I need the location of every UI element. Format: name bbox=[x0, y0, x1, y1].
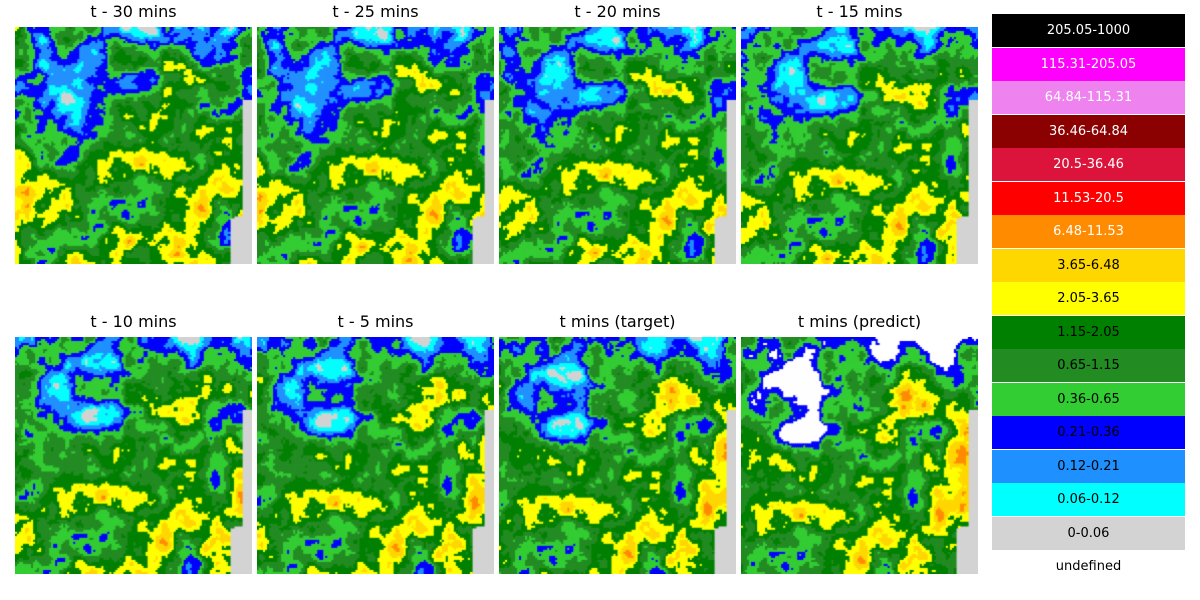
legend-item: 0.36-0.65 bbox=[992, 382, 1185, 416]
legend-item: 0.12-0.21 bbox=[992, 449, 1185, 483]
panel-title: t - 20 mins bbox=[574, 2, 661, 21]
panel-title: t - 10 mins bbox=[90, 312, 177, 331]
panel-title: t mins (target) bbox=[559, 312, 676, 331]
radar-panel: t - 15 mins bbox=[741, 0, 978, 264]
radar-map bbox=[499, 27, 736, 264]
radar-panel: t - 30 mins bbox=[15, 0, 252, 264]
legend-item: 6.48-11.53 bbox=[992, 215, 1185, 248]
legend-item: 0-0.06 bbox=[992, 516, 1185, 550]
radar-map bbox=[257, 27, 494, 264]
legend-undefined: undefined bbox=[1055, 559, 1122, 574]
radar-map bbox=[257, 337, 494, 574]
legend-item: 36.46-64.84 bbox=[992, 114, 1185, 148]
radar-panel: t - 25 mins bbox=[257, 0, 494, 264]
radar-panel: t - 20 mins bbox=[499, 0, 736, 264]
radar-panel: t - 5 mins bbox=[257, 310, 494, 574]
panel-title: t - 5 mins bbox=[337, 312, 414, 331]
panel-title: t - 30 mins bbox=[90, 2, 177, 21]
legend-item: 115.31-205.05 bbox=[992, 47, 1185, 81]
legend-item: 0.65-1.15 bbox=[992, 349, 1185, 382]
legend-item: 11.53-20.5 bbox=[992, 181, 1185, 215]
radar-map bbox=[15, 27, 252, 264]
legend-item: 0.21-0.36 bbox=[992, 416, 1185, 449]
radar-map bbox=[15, 337, 252, 574]
legend-item: 64.84-115.31 bbox=[992, 81, 1185, 114]
radar-panel: t - 10 mins bbox=[15, 310, 252, 574]
panel-title: t - 25 mins bbox=[332, 2, 419, 21]
legend-item: 1.15-2.05 bbox=[992, 315, 1185, 349]
radar-panel: t mins (predict) bbox=[741, 310, 978, 574]
radar-panel: t mins (target) bbox=[499, 310, 736, 574]
legend-item: 2.05-3.65 bbox=[992, 282, 1185, 315]
legend-item: 0.06-0.12 bbox=[992, 483, 1185, 516]
radar-map bbox=[741, 27, 978, 264]
radar-map bbox=[499, 337, 736, 574]
legend-item: 3.65-6.48 bbox=[992, 248, 1185, 282]
panel-title: t - 15 mins bbox=[816, 2, 903, 21]
legend-item: 20.5-36.46 bbox=[992, 148, 1185, 181]
panel-title: t mins (predict) bbox=[797, 312, 922, 331]
radar-map bbox=[741, 337, 978, 574]
legend-item: 205.05-1000 bbox=[992, 14, 1185, 47]
